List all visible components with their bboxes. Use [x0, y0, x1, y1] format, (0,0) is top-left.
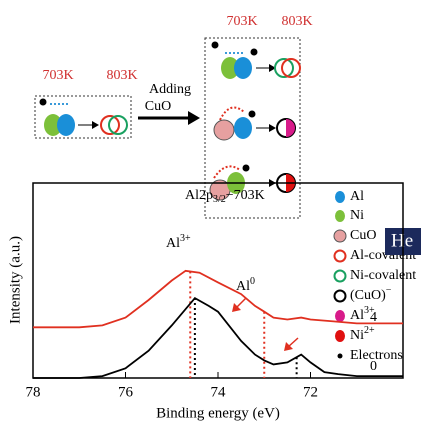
electron	[212, 42, 219, 49]
legend-icon	[335, 291, 346, 302]
legend-label: (CuO)−	[350, 285, 392, 303]
x-tick-label: 74	[211, 384, 227, 400]
series-line	[33, 271, 403, 328]
legend-icon	[335, 191, 345, 203]
legend-icon	[335, 310, 345, 322]
legend-icon	[335, 271, 346, 282]
electron	[40, 99, 47, 106]
x-tick-label: 72	[303, 384, 318, 400]
legend-label: Ni-covalent	[350, 268, 416, 283]
page: 703K 803K 703K 803K Adding CuO	[0, 0, 421, 427]
x-tick-label: 78	[26, 384, 41, 400]
y-axis-label: Intensity (a.u.)	[7, 236, 23, 324]
annotation: Al0	[236, 276, 255, 294]
series-label: 0	[370, 359, 377, 374]
al	[57, 114, 75, 136]
annotation-sup: 0	[250, 276, 255, 287]
legend: Al Ni CuO Al-covalent Ni-covalent (CuO)−…	[334, 189, 416, 363]
legend-icon	[335, 251, 346, 262]
title-text: Al2p	[185, 188, 213, 203]
legend-label: Ni2+	[350, 325, 375, 343]
arrow-head	[92, 121, 99, 129]
title-sub: 3/2	[213, 194, 226, 205]
arrow-head	[269, 124, 276, 132]
figure: 703K 803K 703K 803K Adding CuO	[0, 0, 421, 427]
plot-frame	[33, 183, 403, 378]
temp-label: 803K	[106, 68, 137, 83]
temp-label: 803K	[281, 14, 312, 29]
annotation: Al3+	[166, 233, 191, 251]
legend-label: Ni	[350, 208, 364, 223]
legend-label: Al	[350, 189, 364, 204]
cuo	[214, 120, 234, 140]
legend-icon	[335, 330, 345, 342]
diagram: 703K 803K 703K 803K Adding CuO	[35, 14, 313, 218]
legend-sup: 2+	[364, 325, 375, 336]
legend-icon	[338, 354, 343, 359]
temp-label: 703K	[226, 14, 257, 29]
arrow-label: Adding	[149, 82, 191, 97]
legend-text: (CuO)	[350, 288, 386, 303]
chart-title: Al2p3/2−703K	[185, 188, 265, 205]
title-suffix: −703K	[226, 188, 265, 203]
x-axis-label: Binding energy (eV)	[156, 405, 280, 421]
legend-label: CuO	[350, 228, 376, 243]
legend-sup: −	[386, 285, 392, 296]
al	[234, 117, 252, 139]
al	[234, 57, 252, 79]
x-tick-label: 76	[118, 384, 134, 400]
overlay-text: He	[391, 230, 413, 251]
annotation-text: Al	[166, 236, 180, 251]
electron	[249, 111, 256, 118]
arrow-head	[188, 111, 200, 125]
legend-text: Al	[350, 308, 364, 323]
legend-text: Ni	[350, 328, 364, 343]
electron	[243, 165, 250, 172]
electron	[251, 49, 258, 56]
series-line	[33, 298, 403, 378]
temp-label: 703K	[42, 68, 73, 83]
arrow-label: CuO	[145, 99, 171, 114]
annotation-sup: 3+	[180, 233, 191, 244]
legend-icon	[334, 230, 346, 242]
legend-icon	[335, 210, 345, 222]
